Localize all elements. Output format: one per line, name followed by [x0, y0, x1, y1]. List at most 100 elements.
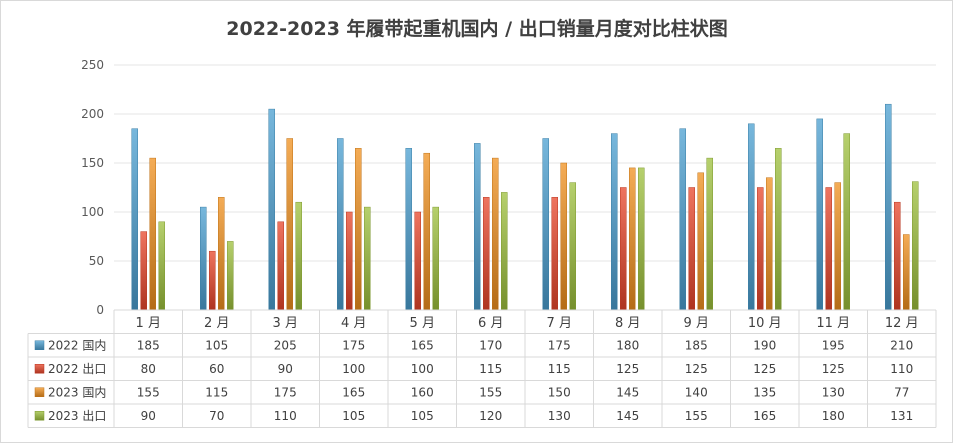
- y-tick-label: 250: [81, 58, 104, 72]
- bar: [337, 138, 344, 311]
- y-tick-label: 100: [81, 205, 104, 219]
- table-value-cell: 125: [685, 362, 708, 376]
- bar: [131, 128, 138, 311]
- bar: [268, 108, 275, 311]
- table-value-cell: 145: [616, 385, 639, 399]
- x-category-label: 7 月: [547, 316, 572, 331]
- bar: [542, 138, 549, 311]
- bar: [209, 250, 216, 311]
- bar: [295, 201, 302, 311]
- bar: [286, 138, 293, 311]
- bar: [611, 133, 618, 311]
- table-value-cell: 100: [342, 362, 365, 376]
- table-value-cell: 170: [479, 338, 502, 352]
- x-category-label: 4 月: [341, 316, 366, 331]
- legend-swatch: [34, 364, 45, 374]
- table-value-cell: 135: [753, 385, 776, 399]
- bar: [501, 192, 508, 311]
- x-category-label: 1 月: [136, 316, 161, 331]
- bar: [748, 123, 755, 311]
- bar: [620, 187, 627, 311]
- bar: [903, 234, 910, 311]
- table-value-cell: 100: [411, 362, 434, 376]
- x-category-label: 9 月: [684, 316, 709, 331]
- bar: [414, 211, 421, 311]
- bar: [149, 157, 156, 311]
- bar: [423, 152, 430, 311]
- bar: [679, 128, 686, 311]
- table-value-cell: 110: [274, 409, 297, 423]
- x-category-label: 5 月: [410, 316, 435, 331]
- table-value-cell: 155: [479, 385, 502, 399]
- x-category-label: 12 月: [885, 316, 919, 331]
- table-value-cell: 130: [822, 385, 845, 399]
- bar: [775, 148, 782, 311]
- table-value-cell: 125: [753, 362, 776, 376]
- table-value-cell: 175: [274, 385, 297, 399]
- table-value-cell: 115: [479, 362, 502, 376]
- legend-series-name: 2022 国内: [48, 338, 106, 352]
- bar: [560, 162, 567, 311]
- legend-swatch: [34, 387, 45, 397]
- legend-swatch: [34, 411, 45, 421]
- y-tick-label: 150: [81, 156, 104, 170]
- table-value-cell: 125: [616, 362, 639, 376]
- table-value-cell: 130: [548, 409, 571, 423]
- table-value-cell: 155: [137, 385, 160, 399]
- table-value-cell: 131: [890, 409, 913, 423]
- table-value-cell: 120: [479, 409, 502, 423]
- table-value-cell: 175: [342, 338, 365, 352]
- bar: [218, 197, 225, 311]
- table-value-cell: 210: [890, 338, 913, 352]
- table-value-cell: 110: [890, 362, 913, 376]
- table-value-cell: 165: [411, 338, 434, 352]
- bar: [834, 182, 841, 311]
- x-category-label: 10 月: [748, 316, 782, 331]
- bar: [816, 118, 823, 311]
- table-value-cell: 165: [342, 385, 365, 399]
- legend-series-name: 2022 出口: [48, 362, 106, 376]
- table-value-cell: 205: [274, 338, 297, 352]
- y-tick-label: 0: [96, 303, 104, 317]
- bar: [277, 221, 284, 311]
- x-category-label: 11 月: [816, 316, 850, 331]
- bar: [766, 177, 773, 311]
- bar: [483, 197, 490, 311]
- bar: [688, 187, 695, 311]
- table-value-cell: 180: [822, 409, 845, 423]
- table-value-cell: 165: [753, 409, 776, 423]
- x-category-label: 3 月: [273, 316, 298, 331]
- table-value-cell: 140: [685, 385, 708, 399]
- legend-swatch: [34, 340, 45, 350]
- table-value-cell: 175: [548, 338, 571, 352]
- table-value-cell: 105: [411, 409, 434, 423]
- table-value-cell: 115: [548, 362, 571, 376]
- table-value-cell: 115: [205, 385, 228, 399]
- bar: [569, 182, 576, 311]
- table-value-cell: 105: [205, 338, 228, 352]
- table-value-cell: 185: [685, 338, 708, 352]
- bar: [757, 187, 764, 311]
- table-value-cell: 195: [822, 338, 845, 352]
- table-value-cell: 125: [822, 362, 845, 376]
- table-value-cell: 90: [278, 362, 293, 376]
- table-value-cell: 155: [685, 409, 708, 423]
- table-value-cell: 145: [616, 409, 639, 423]
- bar: [629, 167, 636, 311]
- table-value-cell: 70: [209, 409, 224, 423]
- bar: [894, 201, 901, 311]
- chart-title: 2022-2023 年履带起重机国内 / 出口销量月度对比柱状图: [226, 17, 727, 40]
- y-tick-label: 50: [89, 254, 104, 268]
- bar: [474, 143, 481, 311]
- bar: [346, 211, 353, 311]
- bar: [843, 133, 850, 311]
- bar: [706, 157, 713, 311]
- bar: [825, 187, 832, 311]
- x-category-label: 8 月: [615, 316, 640, 331]
- table-value-cell: 190: [753, 338, 776, 352]
- bar: [638, 167, 645, 311]
- bar: [200, 206, 207, 311]
- bar: [912, 181, 919, 311]
- table-value-cell: 90: [141, 409, 156, 423]
